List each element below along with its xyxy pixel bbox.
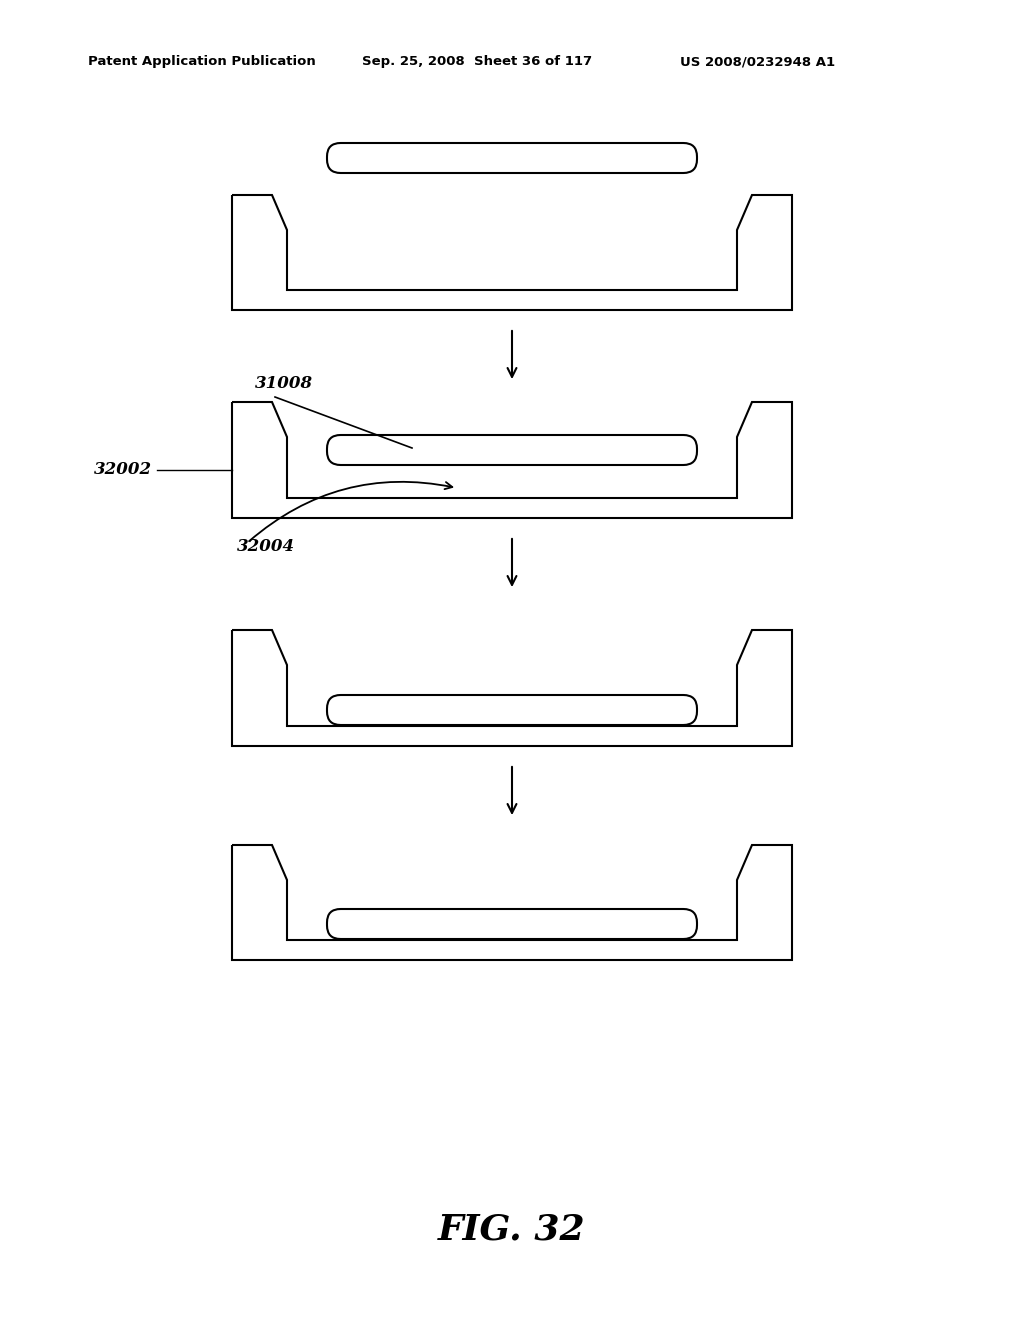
Polygon shape — [232, 630, 792, 746]
FancyBboxPatch shape — [327, 696, 697, 725]
Text: US 2008/0232948 A1: US 2008/0232948 A1 — [680, 55, 836, 69]
Polygon shape — [232, 195, 792, 310]
Text: FIG. 32: FIG. 32 — [438, 1213, 586, 1247]
Text: 32004: 32004 — [237, 539, 295, 554]
Text: Patent Application Publication: Patent Application Publication — [88, 55, 315, 69]
Text: 31008: 31008 — [255, 375, 313, 392]
Polygon shape — [232, 403, 792, 517]
Text: 32002: 32002 — [94, 462, 152, 479]
Text: Sep. 25, 2008  Sheet 36 of 117: Sep. 25, 2008 Sheet 36 of 117 — [362, 55, 592, 69]
FancyBboxPatch shape — [327, 436, 697, 465]
FancyBboxPatch shape — [327, 143, 697, 173]
Polygon shape — [232, 845, 792, 960]
FancyBboxPatch shape — [327, 909, 697, 939]
